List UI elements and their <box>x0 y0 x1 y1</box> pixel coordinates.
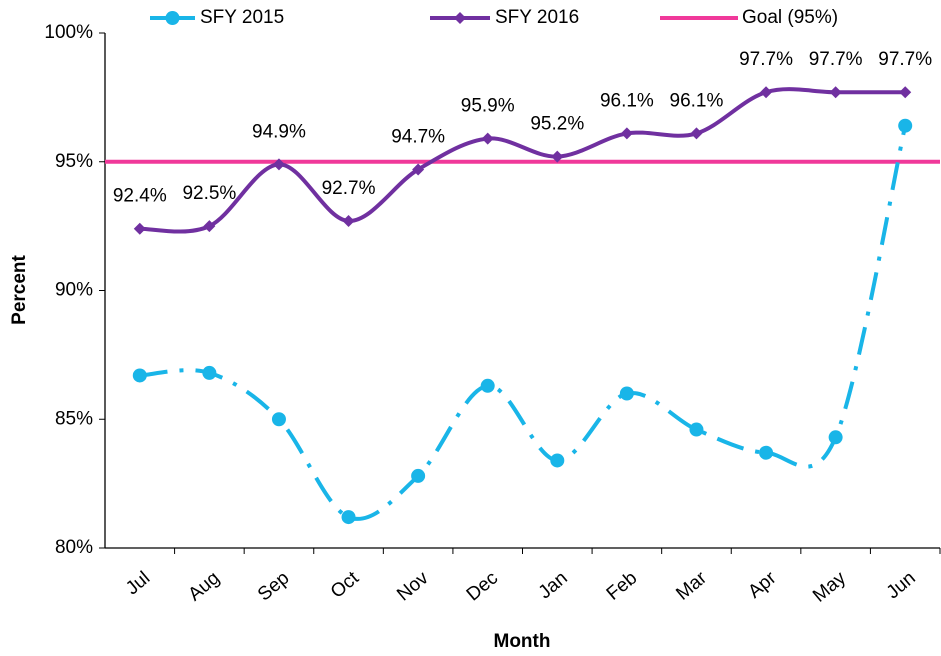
point <box>551 150 564 163</box>
point <box>342 214 355 227</box>
point <box>341 510 356 525</box>
point <box>272 158 285 171</box>
point <box>899 86 912 99</box>
point <box>619 386 634 401</box>
legend-label: Goal (95%) <box>742 7 838 28</box>
x-tick-label: Oct <box>327 567 364 603</box>
legend-marker <box>165 11 180 25</box>
point <box>690 127 703 140</box>
data-label: 97.7% <box>878 49 932 70</box>
point <box>411 468 426 483</box>
point <box>132 368 147 383</box>
legend-label: SFY 2016 <box>495 7 579 28</box>
legend-marker <box>454 12 466 24</box>
x-tick-label: Apr <box>744 567 781 603</box>
point <box>481 132 494 145</box>
data-label: 94.7% <box>391 126 445 147</box>
point <box>759 445 774 460</box>
data-label: 92.7% <box>322 178 376 199</box>
point <box>271 412 286 427</box>
y-tick-label: 90% <box>55 280 93 301</box>
legend-label: SFY 2015 <box>200 7 284 28</box>
point <box>412 163 425 176</box>
x-tick-label: Aug <box>184 568 223 606</box>
data-label: 96.1% <box>670 90 724 111</box>
x-tick-label: Jun <box>883 568 920 604</box>
point <box>550 453 565 468</box>
data-label: 96.1% <box>600 90 654 111</box>
point <box>203 220 216 233</box>
point <box>689 422 704 437</box>
x-tick-label: Jul <box>122 568 154 600</box>
point <box>898 118 913 133</box>
point <box>620 127 633 140</box>
data-label: 92.5% <box>182 183 236 204</box>
data-label: 95.9% <box>461 96 515 117</box>
point <box>828 430 843 445</box>
data-label: 97.7% <box>809 49 863 70</box>
x-axis-title: Month <box>494 631 551 652</box>
data-label: 95.2% <box>530 114 584 135</box>
point <box>760 86 773 99</box>
x-tick-label: Feb <box>603 568 642 605</box>
x-tick-label: Nov <box>393 567 433 605</box>
y-tick-label: 100% <box>44 22 93 43</box>
point <box>829 86 842 99</box>
point <box>480 378 495 393</box>
x-tick-label: Dec <box>463 568 502 606</box>
data-label: 94.9% <box>252 121 306 142</box>
point <box>202 365 217 380</box>
x-tick-label: Jan <box>535 568 572 604</box>
y-tick-label: 80% <box>55 537 93 558</box>
data-label: 97.7% <box>739 49 793 70</box>
series-line <box>139 125 908 521</box>
y-tick-label: 95% <box>55 151 93 172</box>
y-tick-label: 85% <box>55 408 93 429</box>
data-label: 92.4% <box>113 186 167 207</box>
y-axis-title: Percent <box>9 254 30 324</box>
x-tick-label: May <box>809 567 850 606</box>
point <box>133 222 146 235</box>
x-tick-label: Sep <box>254 568 293 606</box>
x-tick-label: Mar <box>672 567 711 605</box>
